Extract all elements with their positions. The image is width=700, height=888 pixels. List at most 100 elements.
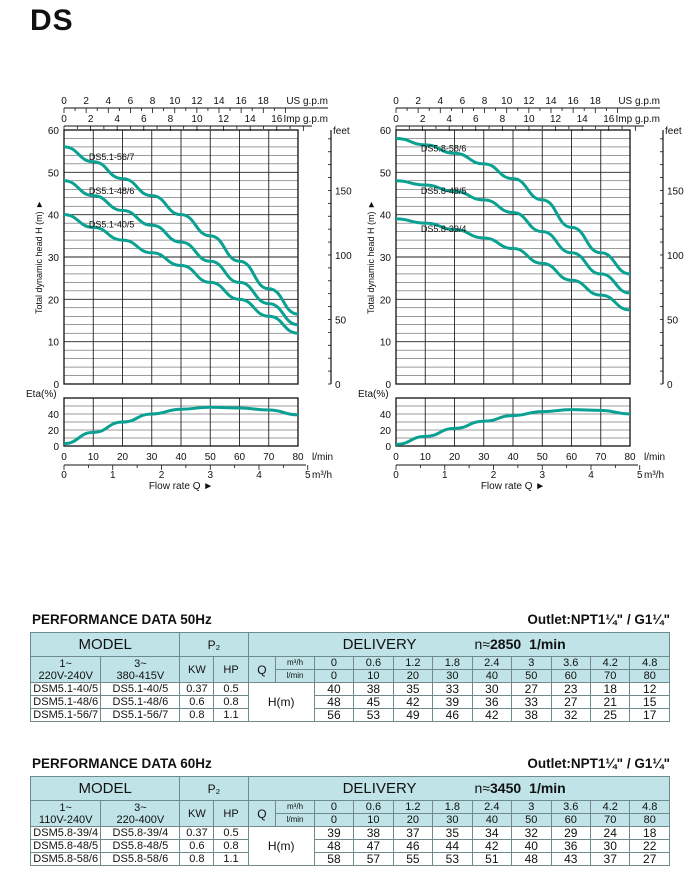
head-value: 58: [313, 852, 355, 866]
feet-tick-label: 150: [335, 186, 352, 197]
head-tick-label: 10: [380, 338, 392, 349]
us-gpm-tick-label: 6: [128, 96, 134, 107]
series-label: DS5.1-56/7: [89, 152, 135, 162]
table-row: DSM5.1-56/7 DS5.1-56/7 0.8 1.1 56 53 49 46 42 38 3…: [29, 708, 670, 722]
head-value: 47: [353, 839, 394, 853]
kw-value: 0.8: [179, 852, 215, 866]
imp-gpm-tick-label: 6: [473, 114, 479, 125]
q-lmin-value: 80: [629, 813, 670, 827]
kw-value: 0.6: [179, 695, 215, 709]
head-value: 25: [589, 708, 631, 722]
m3h-tick-label: 4: [256, 470, 262, 481]
hp-value: 0.5: [213, 826, 249, 840]
q-m3h-value: 2.4: [471, 656, 513, 670]
head-value: 38: [353, 826, 394, 840]
head-value: 55: [392, 852, 434, 866]
q-header: Q: [247, 800, 277, 827]
q-lmin-value: 80: [629, 669, 670, 683]
head-tick-label: 0: [385, 380, 391, 391]
head-value: 32: [550, 708, 592, 722]
imp-gpm-label: Imp g.p.m: [616, 114, 660, 125]
m3h-tick-label: 1: [110, 470, 116, 481]
three-phase-model: DS5.8-39/4: [100, 826, 181, 840]
us-gpm-tick-label: 0: [393, 96, 399, 107]
q-m3h-value: 3: [511, 800, 552, 814]
head-value: 45: [353, 695, 394, 709]
imp-gpm-tick-label: 0: [61, 114, 67, 125]
series-label: DS5.8-48/5: [421, 186, 467, 196]
single-phase-voltage: 110V-240V: [38, 813, 93, 826]
eta-axis-label: Eta(%): [26, 389, 57, 400]
head-value: 30: [471, 682, 513, 696]
head-value: 37: [392, 826, 434, 840]
eta-frame: [63, 397, 299, 447]
single-phase-label: 1~: [59, 657, 72, 670]
us-gpm-tick-label: 10: [501, 96, 513, 107]
eta-tick-label: 40: [380, 410, 392, 421]
head-label: H(m): [247, 682, 315, 722]
performance-table-60hz: MODEL P₂ DELIVERY n≈3450 1/min 1~ 110V-240V 3~ 2…: [29, 776, 671, 866]
us-gpm-label: US g.p.m: [286, 96, 328, 107]
head-tick-label: 50: [48, 168, 60, 179]
eta-tick-label: 40: [48, 410, 60, 421]
outlet-60hz: Outlet:NPT1¼" / G1¼": [527, 756, 670, 771]
q-lmin-value: 30: [432, 813, 473, 827]
lmin-tick-label: 60: [234, 452, 246, 463]
feet-tick-label: 50: [667, 315, 679, 326]
head-value: 53: [353, 708, 394, 722]
brand-title: DS: [30, 4, 74, 37]
head-value: 27: [511, 682, 552, 696]
q-m3h-value: 1.8: [432, 656, 473, 670]
lmin-tick-label: 50: [205, 452, 217, 463]
m3h-tick-label: 2: [159, 470, 165, 481]
imp-gpm-tick-label: 10: [523, 114, 535, 125]
eta-tick-label: 0: [385, 442, 391, 453]
head-value: 39: [432, 695, 473, 709]
lmin-tick-label: 10: [88, 452, 100, 463]
us-gpm-tick-label: 0: [61, 96, 67, 107]
q-m3h-value: 0: [313, 800, 355, 814]
q-lmin-value: 0: [313, 669, 355, 683]
hp-header: HP: [213, 800, 249, 827]
feet-tick-label: 150: [667, 186, 684, 197]
lmin-unit: l/min: [275, 813, 315, 827]
lmin-unit: l/min: [275, 669, 315, 683]
series-label: DS5.1-48/6: [89, 186, 135, 196]
feet-tick-label: 0: [335, 380, 341, 391]
us-gpm-tick-label: 4: [106, 96, 112, 107]
flow-rate-label: Flow rate Q ►: [149, 481, 213, 492]
hp-header: HP: [213, 656, 249, 683]
q-m3h-value: 4.2: [589, 800, 631, 814]
q-m3h-value: 1.2: [392, 656, 434, 670]
hp-value: 0.8: [213, 839, 249, 853]
three-phase-model: DS5.1-48/6: [100, 695, 181, 709]
lmin-tick-label: 20: [449, 452, 461, 463]
head-value: 34: [471, 826, 513, 840]
series-line: [63, 145, 299, 316]
imp-gpm-tick-label: 12: [550, 114, 562, 125]
m3h-tick-label: 5: [637, 470, 643, 481]
efficiency-line: [63, 405, 299, 446]
q-header: Q: [247, 656, 277, 683]
imp-gpm-tick-label: 2: [88, 114, 94, 125]
p2-header: P₂: [179, 632, 249, 657]
head-value: 48: [313, 695, 355, 709]
head-value: 38: [511, 708, 552, 722]
q-m3h-value: 0: [313, 656, 355, 670]
lmin-tick-label: 30: [478, 452, 490, 463]
m3h-tick-label: 5: [305, 470, 311, 481]
head-value: 32: [511, 826, 552, 840]
m3h-tick-label: 2: [491, 470, 497, 481]
m3h-axis-label: m³/h: [644, 470, 664, 481]
series-label: DS5.8-39/4: [421, 224, 467, 234]
head-value: 35: [392, 682, 434, 696]
m3h-tick-label: 3: [539, 470, 545, 481]
delivery-header: DELIVERY n≈2850 1/min: [247, 632, 671, 657]
imp-gpm-tick-label: 16: [603, 114, 615, 125]
q-m3h-value: 1.2: [392, 800, 434, 814]
series-label: DS5.1-40/5: [89, 220, 135, 230]
m3h-tick-label: 4: [588, 470, 594, 481]
eta-axis-label: Eta(%): [358, 389, 389, 400]
head-value: 46: [392, 839, 434, 853]
head-axis-title: Total dynamic head H (m) ►: [366, 200, 376, 314]
